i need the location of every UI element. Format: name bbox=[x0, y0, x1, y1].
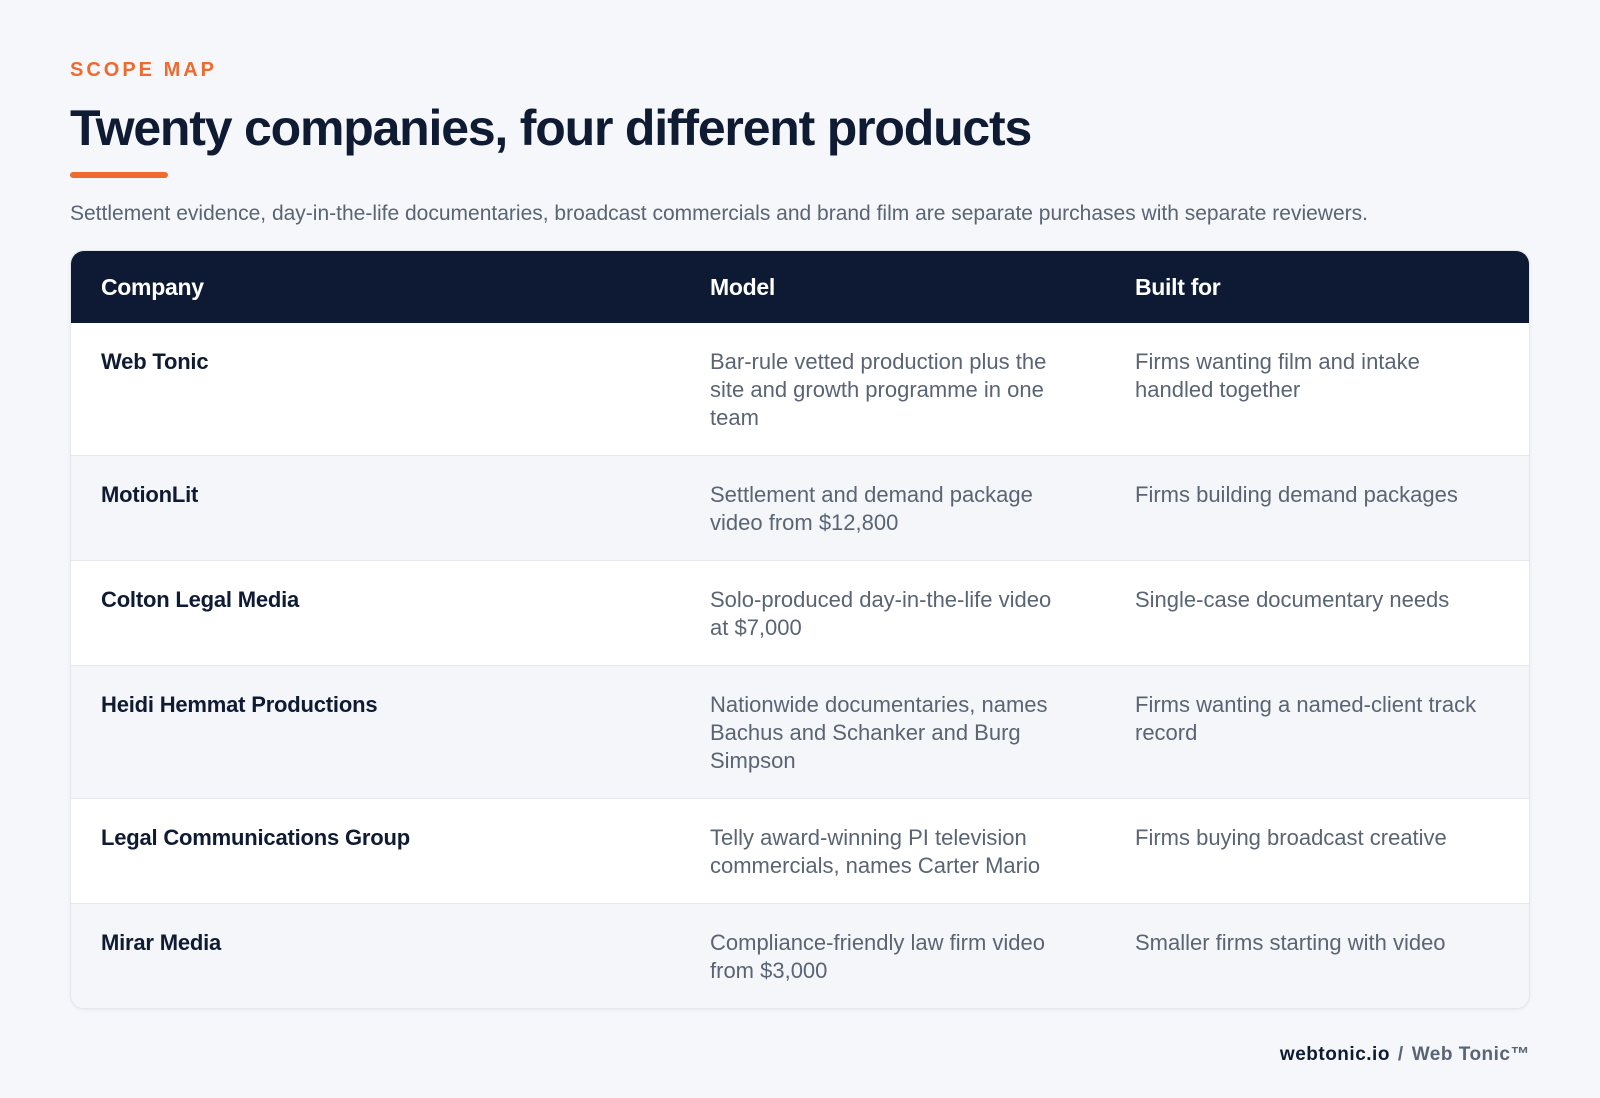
footer-brand: Web Tonic™ bbox=[1411, 1044, 1530, 1065]
table-row: Mirar Media Compliance-friendly law firm… bbox=[71, 903, 1529, 1008]
cell-built-for: Single-case documentary needs bbox=[1135, 587, 1450, 612]
footer-separator: / bbox=[1397, 1044, 1404, 1065]
table-row: Heidi Hemmat Productions Nationwide docu… bbox=[71, 665, 1529, 799]
table-body: Web Tonic Bar-rule vetted production plu… bbox=[71, 323, 1529, 1008]
cell-model: Solo-produced day-in-the-life video at $… bbox=[710, 587, 1052, 640]
cell-company: MotionLit bbox=[101, 482, 199, 507]
cell-built-for: Firms wanting film and intake handled to… bbox=[1135, 349, 1420, 402]
column-header-model: Model bbox=[710, 273, 775, 300]
cell-company: Heidi Hemmat Productions bbox=[101, 692, 378, 717]
table-row: Colton Legal Media Solo-produced day-in-… bbox=[71, 560, 1529, 666]
page-title: Twenty companies, four different product… bbox=[70, 100, 1032, 156]
comparison-table: Company Model Built for Web Tonic Bar-ru… bbox=[71, 251, 1529, 1008]
cell-company: Mirar Media bbox=[101, 930, 222, 955]
page-subtitle: Settlement evidence, day-in-the-life doc… bbox=[70, 202, 1368, 225]
table-row: Legal Communications Group Telly award-w… bbox=[71, 798, 1529, 904]
comparison-table-card: Company Model Built for Web Tonic Bar-ru… bbox=[70, 250, 1530, 1009]
column-header-company: Company bbox=[101, 273, 204, 300]
footer-credit: webtonic.io / Web Tonic™ bbox=[1280, 1043, 1530, 1067]
cell-model: Nationwide documentaries, names Bachus a… bbox=[710, 692, 1048, 773]
cell-built-for: Firms buying broadcast creative bbox=[1135, 825, 1447, 850]
column-header-built-for: Built for bbox=[1135, 273, 1221, 300]
cell-company: Web Tonic bbox=[101, 349, 209, 374]
cell-built-for: Firms wanting a named-client track recor… bbox=[1135, 692, 1477, 745]
cell-model: Settlement and demand package video from… bbox=[710, 482, 1033, 535]
footer-domain: webtonic.io bbox=[1279, 1044, 1390, 1065]
cell-built-for: Smaller firms starting with video bbox=[1135, 930, 1446, 955]
title-underline bbox=[70, 172, 168, 178]
cell-company: Colton Legal Media bbox=[101, 587, 300, 612]
table-header: Company Model Built for bbox=[71, 251, 1529, 323]
cell-model: Telly award-winning PI television commer… bbox=[710, 825, 1041, 878]
cell-company: Legal Communications Group bbox=[101, 825, 410, 850]
cell-model: Compliance-friendly law firm video from … bbox=[710, 930, 1046, 983]
table-row: MotionLit Settlement and demand package … bbox=[71, 455, 1529, 561]
table-row: Web Tonic Bar-rule vetted production plu… bbox=[71, 323, 1529, 456]
table-header-row: Company Model Built for bbox=[71, 251, 1529, 323]
cell-built-for: Firms building demand packages bbox=[1135, 482, 1458, 507]
eyebrow-label: SCOPE MAP bbox=[70, 59, 218, 81]
cell-model: Bar-rule vetted production plus the site… bbox=[710, 349, 1047, 430]
